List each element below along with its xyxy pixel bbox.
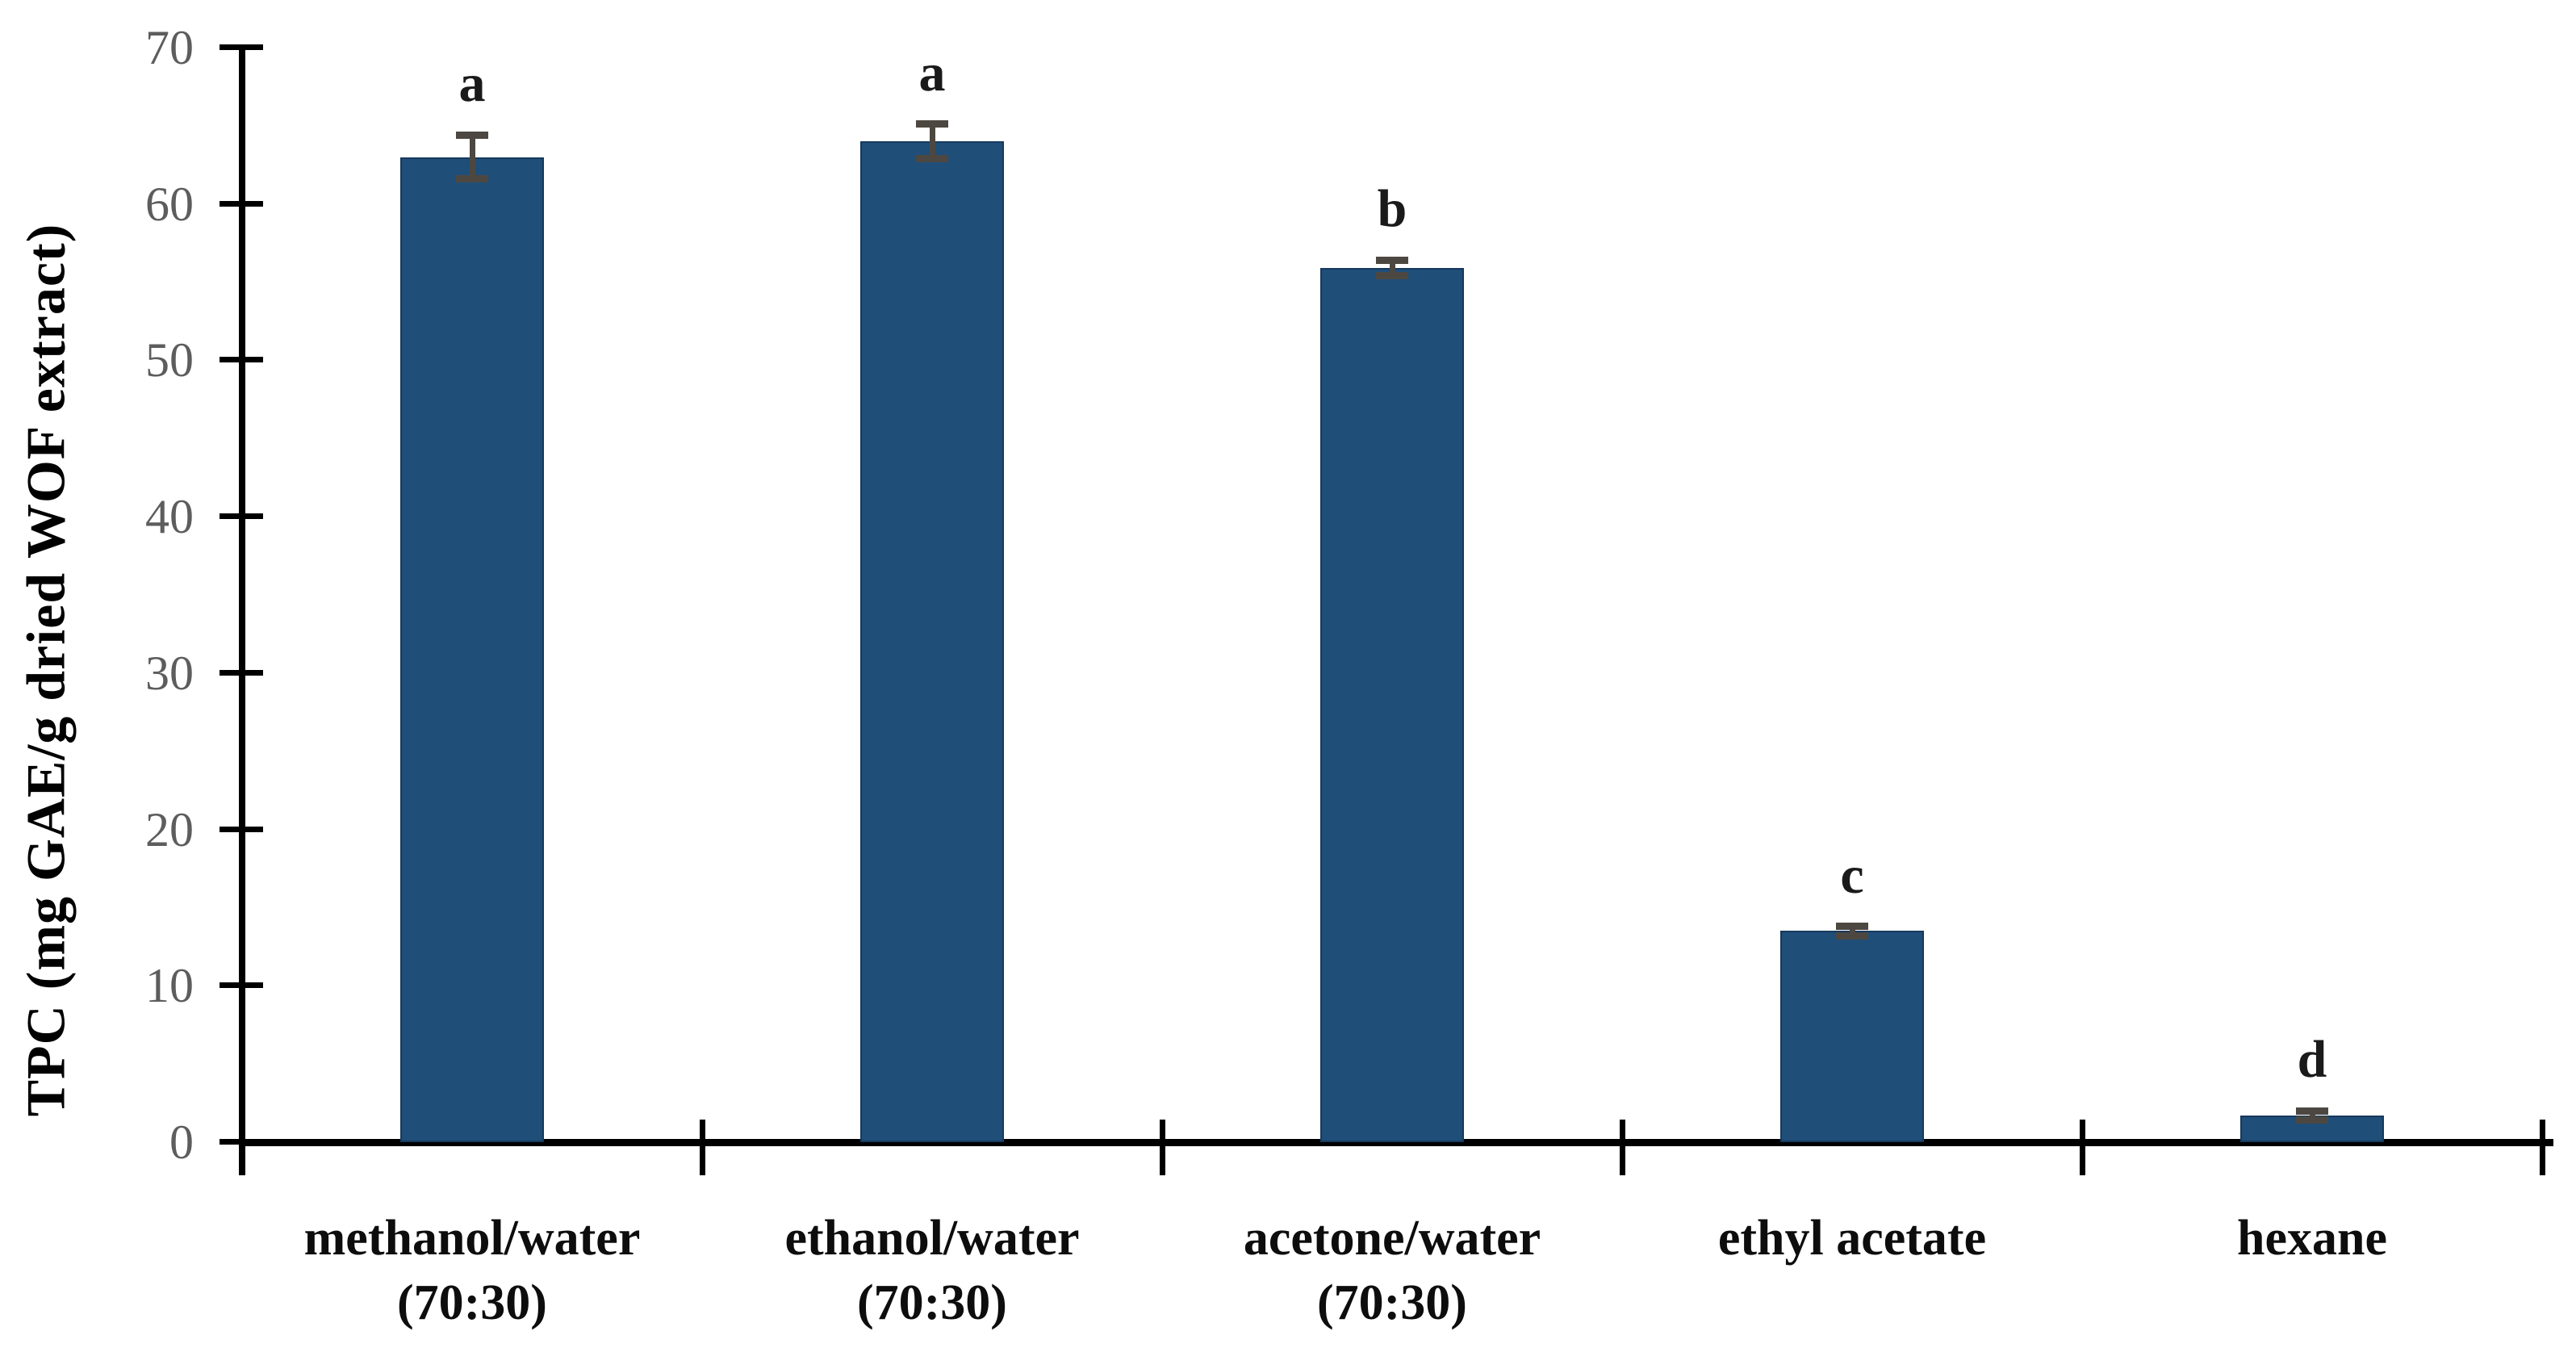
y-tick-mark <box>220 44 263 50</box>
category-label: ethanol/water (70:30) <box>702 1206 1162 1335</box>
category-label: methanol/water (70:30) <box>242 1206 702 1335</box>
x-tick-mark <box>1160 1120 1165 1175</box>
y-tick-label: 0 <box>169 1116 194 1169</box>
error-bar-cap-top <box>2296 1107 2328 1115</box>
significance-letter: a <box>918 43 946 103</box>
error-bar-cap-top <box>456 131 488 139</box>
error-bar-line <box>469 135 475 179</box>
error-bar-line <box>929 124 935 159</box>
significance-letter: b <box>1377 179 1407 239</box>
category-label-line: (70:30) <box>397 1275 547 1330</box>
error-bar-cap-bottom <box>2296 1116 2328 1124</box>
error-bar-cap-bottom <box>1836 932 1868 940</box>
category-label-line: (70:30) <box>857 1275 1007 1330</box>
y-tick-mark <box>220 669 263 676</box>
bar <box>860 141 1004 1142</box>
x-tick-mark <box>2080 1120 2085 1175</box>
y-tick-label: 60 <box>145 177 194 231</box>
category-label-line: acetone/water <box>1243 1211 1541 1266</box>
error-bar-cap-top <box>916 120 948 128</box>
x-tick-mark <box>700 1120 705 1175</box>
y-tick-label: 50 <box>145 333 194 387</box>
error-bar-cap-bottom <box>916 155 948 163</box>
bar <box>1320 268 1464 1142</box>
x-tick-mark <box>1620 1120 1625 1175</box>
bar <box>1780 931 1924 1142</box>
category-label-line: ethanol/water <box>784 1211 1080 1266</box>
error-bar-line <box>1389 260 1395 276</box>
category-label-line: hexane <box>2237 1211 2387 1266</box>
y-tick-mark <box>220 357 263 363</box>
category-label: ethyl acetate <box>1622 1206 2082 1271</box>
category-label-line: methanol/water <box>303 1211 641 1266</box>
significance-letter: c <box>1840 845 1864 905</box>
error-bar-cap-top <box>1836 923 1868 931</box>
y-tick-label: 20 <box>145 802 194 856</box>
y-tick-mark <box>220 1139 263 1145</box>
y-tick-mark <box>220 982 263 989</box>
x-axis-line <box>239 1139 2553 1146</box>
category-label-line: ethyl acetate <box>1717 1211 1987 1266</box>
y-tick-mark <box>220 513 263 520</box>
error-bar-line <box>1849 926 1855 936</box>
category-label: acetone/water (70:30) <box>1162 1206 1622 1335</box>
y-tick-label: 40 <box>145 490 194 544</box>
x-tick-mark <box>2540 1120 2545 1175</box>
error-bar-cap-bottom <box>1376 272 1408 280</box>
y-tick-mark <box>220 200 263 207</box>
error-bar-line <box>2309 1111 2315 1120</box>
error-bar-cap-bottom <box>456 175 488 183</box>
y-tick-label: 30 <box>145 646 194 700</box>
y-tick-label: 10 <box>145 959 194 1013</box>
category-label: hexane <box>2082 1206 2542 1271</box>
significance-letter: a <box>458 54 486 114</box>
bar <box>400 157 544 1142</box>
category-label-line: (70:30) <box>1317 1275 1467 1330</box>
error-bar-cap-top <box>1376 256 1408 264</box>
y-tick-label: 70 <box>145 21 194 74</box>
y-axis-line <box>239 44 245 1175</box>
significance-letter: d <box>2297 1030 2327 1090</box>
y-tick-mark <box>220 826 263 832</box>
